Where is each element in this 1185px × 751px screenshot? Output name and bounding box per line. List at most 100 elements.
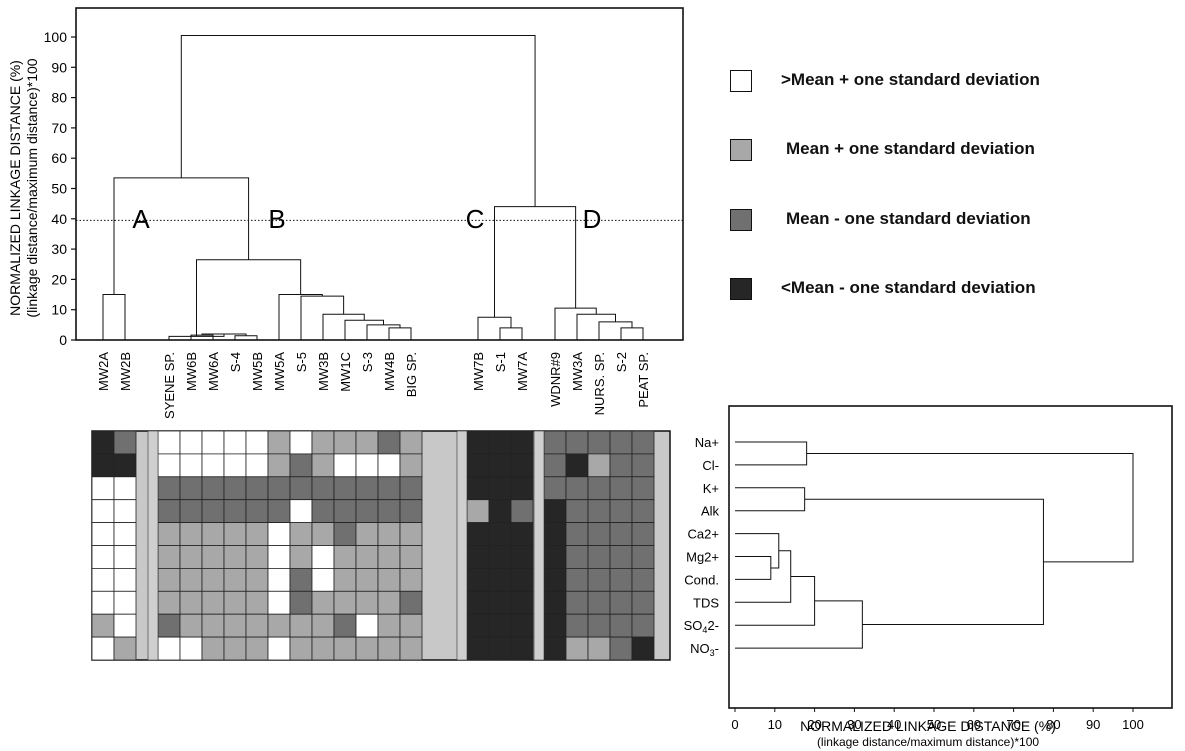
heatmap-cell <box>245 568 269 592</box>
heatmap-cell <box>267 476 291 501</box>
heatmap-cell <box>267 499 291 524</box>
heatmap-cell <box>311 636 335 661</box>
heatmap-cell <box>201 636 225 661</box>
plot-frame <box>728 405 1173 709</box>
cluster-label: A <box>132 204 150 234</box>
leaf-label: MW3A <box>570 352 585 391</box>
heatmap-cell <box>399 545 423 569</box>
heatmap-cell <box>179 590 203 615</box>
heatmap-cell <box>466 430 490 455</box>
heatmap-cell <box>91 476 115 501</box>
heatmap-cell <box>333 590 357 615</box>
heatmap-cell <box>223 430 247 455</box>
heatmap-cell <box>488 522 512 546</box>
heatmap-cell <box>201 522 225 546</box>
heatmap-cell <box>399 453 423 478</box>
leaf-label: MW4B <box>382 352 397 391</box>
heatmap-cell <box>543 590 567 615</box>
dendro-link <box>735 600 863 649</box>
heatmap-cell <box>179 545 203 569</box>
heatmap-cell <box>179 636 203 661</box>
heatmap-cell <box>510 613 534 638</box>
heatmap-cell <box>399 590 423 615</box>
heatmap-cell <box>355 590 379 615</box>
leaf-label: MW7A <box>515 352 530 391</box>
dendro-link <box>102 294 126 340</box>
heatmap-cell <box>311 522 335 546</box>
dendro-link <box>300 295 345 340</box>
heatmap-cell <box>488 568 512 592</box>
ion-label: Cl- <box>702 458 719 473</box>
heatmap-cell <box>267 430 291 455</box>
heatmap-cell <box>113 453 137 478</box>
heatmap-cell <box>355 453 379 478</box>
heatmap-cell <box>377 590 401 615</box>
column-separator <box>456 430 468 661</box>
dendro-link <box>499 327 523 340</box>
heatmap-cell <box>289 476 313 501</box>
y-axis-label-sub: (linkage distance/maximum distance)*100 <box>24 58 40 317</box>
cluster-label: C <box>466 204 485 234</box>
heatmap-cell <box>91 499 115 524</box>
heatmap-cell <box>333 545 357 569</box>
heatmap-cell <box>201 590 225 615</box>
leaf-label: NURS. SP. <box>592 352 607 415</box>
ion-label: K+ <box>703 481 719 496</box>
heatmap-cell <box>355 476 379 501</box>
leaf-label: S-2 <box>614 352 629 372</box>
cluster-label: B <box>268 204 285 234</box>
heatmap-cell <box>399 613 423 638</box>
legend-label: Mean + one standard deviation <box>786 139 1035 158</box>
heatmap-cell <box>543 613 567 638</box>
heatmap-cell <box>466 476 490 501</box>
heatmap-cell <box>609 453 633 478</box>
heatmap-cell <box>267 636 291 661</box>
y-tick-label: 70 <box>51 120 67 136</box>
heatmap-cell <box>565 613 589 638</box>
heatmap-cell <box>157 453 181 478</box>
heatmap-cell <box>466 613 490 638</box>
heatmap-cell <box>311 545 335 569</box>
heatmap-cell <box>399 522 423 546</box>
heatmap-cell <box>466 522 490 546</box>
y-axis-label: NORMALIZED LINKAGE DISTANCE (%) <box>7 60 23 316</box>
heatmap-cell <box>587 545 611 569</box>
heatmap-cell <box>311 453 335 478</box>
ion-label: Ca2+ <box>688 527 719 542</box>
heatmap-cell <box>267 590 291 615</box>
leaf-label: S-1 <box>493 352 508 372</box>
ion-label: Mg2+ <box>686 550 719 565</box>
x-tick-label: 50 <box>927 717 941 732</box>
heatmap-cell <box>631 590 655 615</box>
heatmap-cell <box>355 499 379 524</box>
heatmap-cell <box>488 430 512 455</box>
legend-swatch <box>730 70 752 92</box>
heatmap-cell <box>377 568 401 592</box>
heatmap-cell <box>289 430 313 455</box>
heatmap-cell <box>333 476 357 501</box>
dendro-link <box>322 313 365 340</box>
heatmap-cell <box>179 568 203 592</box>
heatmap-cell <box>157 568 181 592</box>
heatmap-cell <box>355 613 379 638</box>
heatmap-cell <box>565 568 589 592</box>
heatmap-cell <box>245 453 269 478</box>
heatmap-cell <box>113 499 137 524</box>
legend-label: <Mean - one standard deviation <box>781 278 1036 297</box>
heatmap-cell <box>565 590 589 615</box>
ion-label: NO3- <box>690 641 719 658</box>
heatmap-cell <box>565 476 589 501</box>
dendro-link <box>806 452 1134 563</box>
heatmap-cell <box>543 476 567 501</box>
heatmap-cell <box>488 545 512 569</box>
x-axis-label: NORMALIZED LINKAGE DISTANCE (%) <box>800 718 1056 734</box>
heatmap-cell <box>355 522 379 546</box>
heatmap-cell <box>267 522 291 546</box>
heatmap-cell <box>377 499 401 524</box>
heatmap-cell <box>587 499 611 524</box>
heatmap-cell <box>333 499 357 524</box>
heatmap-cell <box>113 476 137 501</box>
heatmap-cell <box>543 636 567 661</box>
heatmap-cell <box>223 522 247 546</box>
heatmap-cell <box>399 499 423 524</box>
